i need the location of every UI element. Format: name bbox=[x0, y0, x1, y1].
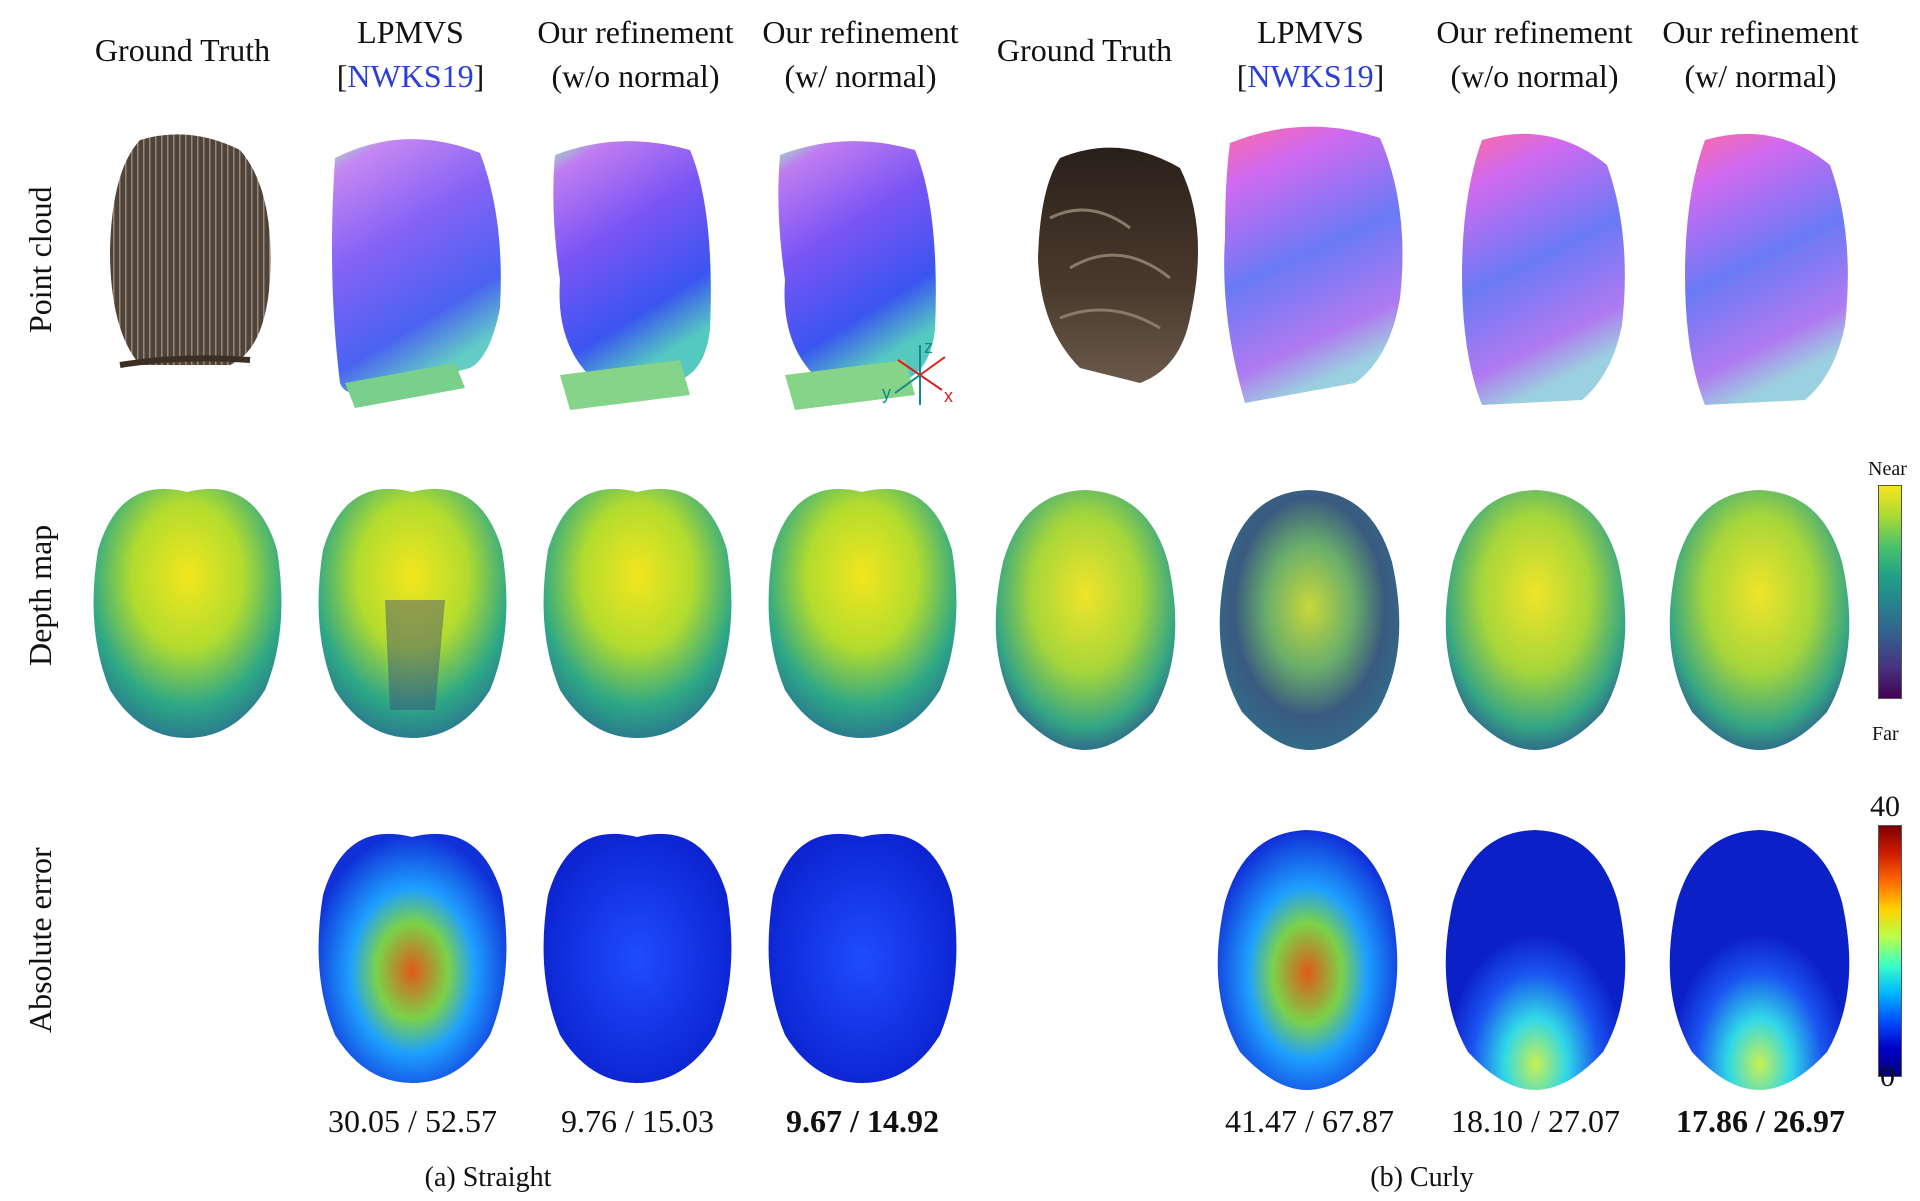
metric-b-refine-wo-normal: 18.10 / 27.07 bbox=[1451, 1103, 1620, 1139]
error-colorbar-max-label: 40 bbox=[1870, 790, 1900, 823]
depth-render bbox=[93, 488, 282, 738]
col-header-b-lpmvs: LPMVS [NWKS19] bbox=[1236, 14, 1385, 94]
depthmap-b-refine-wo-normal bbox=[1428, 482, 1643, 752]
errormap-a-refine-w-normal bbox=[755, 825, 970, 1085]
metric-a-lpmvs: 30.05 / 52.57 bbox=[328, 1103, 497, 1139]
subcaption-straight: (a) Straight bbox=[424, 1162, 552, 1193]
depth-render bbox=[1445, 490, 1626, 750]
error-render bbox=[318, 833, 507, 1083]
col-header-b-refine-wo-normal: Our refinement (w/o normal) bbox=[1436, 14, 1633, 94]
col-header-a-refine-wo-normal: Our refinement (w/o normal) bbox=[537, 14, 734, 94]
pointcloud-render bbox=[1462, 133, 1625, 405]
hair-render bbox=[110, 134, 271, 368]
errormap-a-refine-wo-normal bbox=[530, 825, 745, 1085]
metric-a-refine-w-normal: 9.67 / 14.92 bbox=[786, 1103, 939, 1139]
axes-gizmo: z y x bbox=[882, 337, 953, 406]
pointcloud-a-refine-w-normal bbox=[755, 130, 970, 415]
error-render bbox=[1669, 830, 1850, 1090]
row-label-depth-map: Depth map bbox=[22, 524, 58, 666]
error-render bbox=[543, 833, 732, 1083]
metric-b-lpmvs: 41.47 / 67.87 bbox=[1225, 1103, 1394, 1139]
pointcloud-render bbox=[778, 141, 936, 410]
hair-render bbox=[1038, 147, 1198, 383]
depth-render bbox=[995, 490, 1176, 750]
errormap-b-refine-w-normal bbox=[1652, 822, 1867, 1092]
errormap-b-refine-wo-normal bbox=[1428, 822, 1643, 1092]
error-colorbar-min-label: 0 bbox=[1880, 1060, 1895, 1093]
pointcloud-b-ground-truth bbox=[1010, 138, 1225, 388]
error-render bbox=[1217, 830, 1398, 1090]
pointcloud-render bbox=[1224, 126, 1403, 404]
row-label-point-cloud: Point cloud bbox=[22, 186, 58, 334]
depthmap-a-lpmvs bbox=[305, 480, 520, 740]
subcaption-curly: (b) Curly bbox=[1370, 1162, 1474, 1193]
pointcloud-b-refine-w-normal bbox=[1655, 125, 1870, 410]
citation-link[interactable]: NWKS19 bbox=[347, 58, 474, 94]
error-render bbox=[768, 833, 957, 1083]
depthmap-b-lpmvs bbox=[1202, 482, 1417, 752]
col-header-a-lpmvs: LPMVS [NWKS19] bbox=[336, 14, 485, 94]
col-header-a-refine-w-normal: Our refinement (w/ normal) bbox=[762, 14, 959, 94]
pointcloud-a-ground-truth bbox=[80, 130, 295, 380]
pointcloud-b-refine-wo-normal bbox=[1432, 125, 1647, 410]
pointcloud-a-refine-wo-normal bbox=[530, 130, 745, 415]
depth-render bbox=[768, 488, 957, 738]
depthmap-b-ground-truth bbox=[978, 482, 1193, 752]
depth-render bbox=[1669, 490, 1850, 750]
depthmap-a-ground-truth bbox=[80, 480, 295, 740]
error-colorbar bbox=[1878, 825, 1902, 1077]
depthmap-a-refine-w-normal bbox=[755, 480, 970, 740]
axis-z-label: z bbox=[924, 337, 933, 357]
depth-render bbox=[318, 488, 507, 738]
metric-b-refine-w-normal: 17.86 / 26.97 bbox=[1676, 1103, 1845, 1139]
depthmap-b-refine-w-normal bbox=[1652, 482, 1867, 752]
pointcloud-render bbox=[331, 139, 501, 408]
depth-colorbar-near-label: Near bbox=[1868, 458, 1907, 480]
errormap-b-lpmvs bbox=[1200, 822, 1415, 1092]
depthmap-a-refine-wo-normal bbox=[530, 480, 745, 740]
col-header-b-refine-w-normal: Our refinement (w/ normal) bbox=[1662, 14, 1859, 94]
pointcloud-a-lpmvs bbox=[305, 128, 520, 413]
metric-a-refine-wo-normal: 9.76 / 15.03 bbox=[561, 1103, 714, 1139]
pointcloud-render bbox=[553, 141, 711, 410]
pointcloud-b-lpmvs bbox=[1205, 118, 1420, 408]
error-render bbox=[1445, 830, 1626, 1090]
axis-y-label: y bbox=[882, 383, 891, 403]
depth-colorbar-far-label: Far bbox=[1872, 723, 1899, 745]
errormap-a-lpmvs bbox=[305, 825, 520, 1085]
col-header-a-ground-truth: Ground Truth bbox=[94, 32, 271, 68]
depth-render bbox=[1219, 490, 1400, 750]
col-header-b-ground-truth: Ground Truth bbox=[996, 32, 1173, 68]
depth-render bbox=[543, 488, 732, 738]
row-label-absolute-error: Absolute error bbox=[22, 847, 58, 1033]
pointcloud-render bbox=[1685, 133, 1848, 405]
axis-x-label: x bbox=[944, 386, 953, 406]
citation-link[interactable]: NWKS19 bbox=[1247, 58, 1374, 94]
depth-colorbar bbox=[1878, 485, 1902, 699]
